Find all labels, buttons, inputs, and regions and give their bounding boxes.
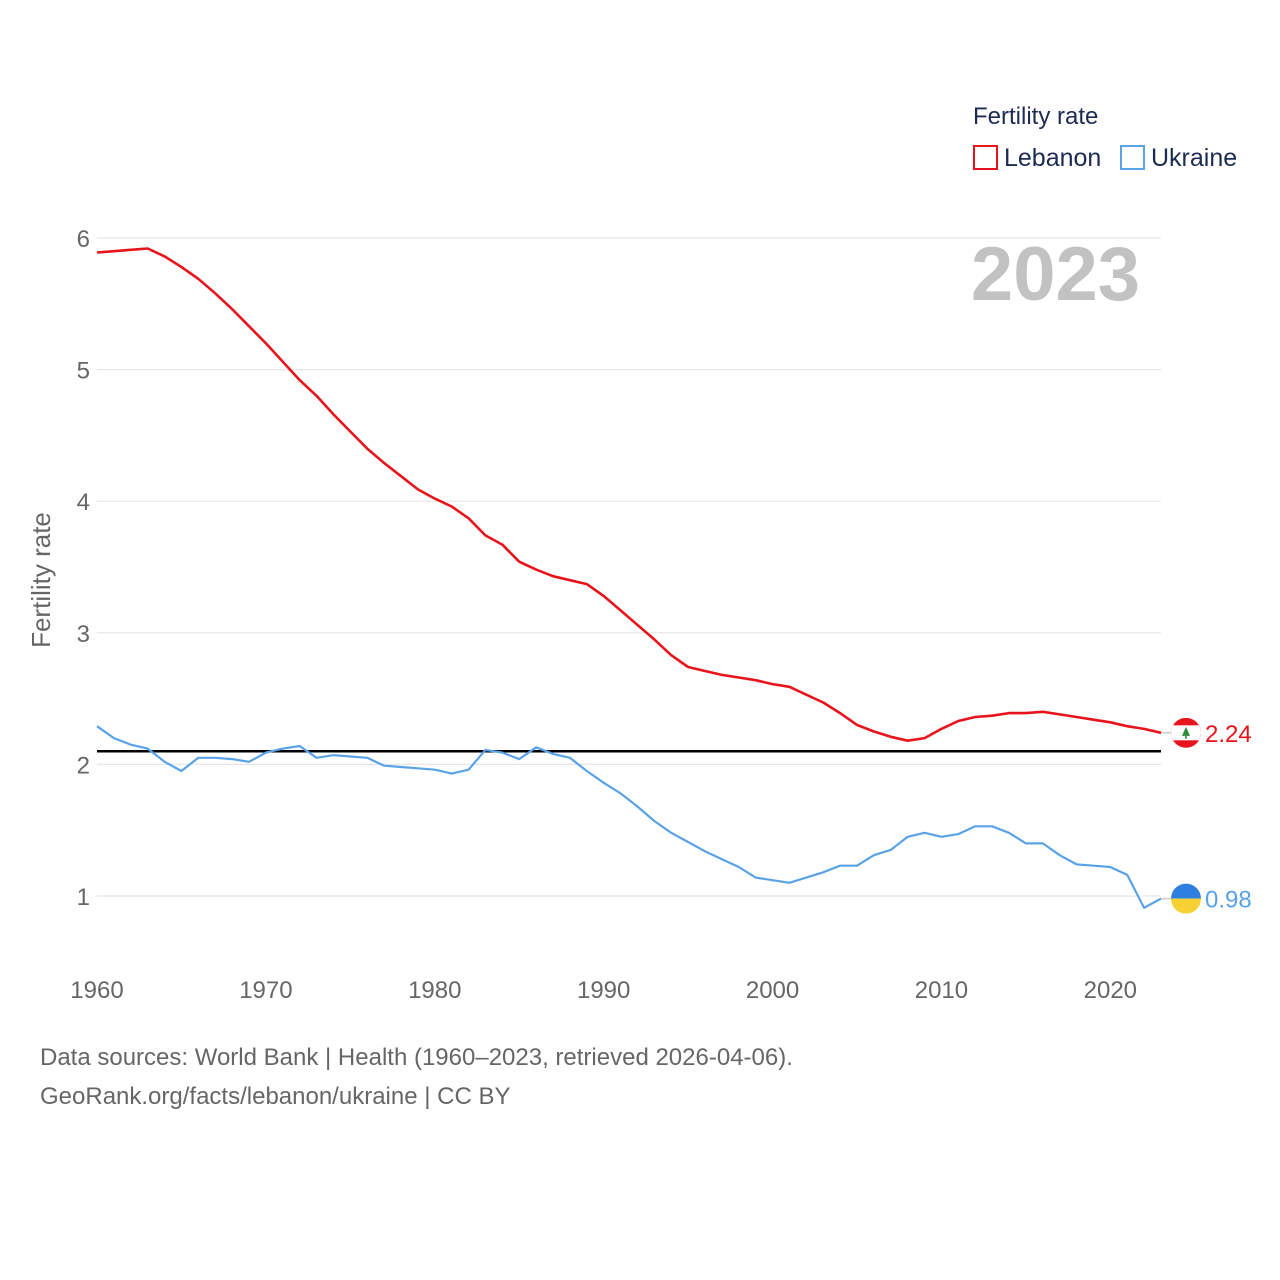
ukraine-flag-icon bbox=[1171, 883, 1201, 914]
series-line-ukraine[interactable] bbox=[96, 725, 1162, 909]
legend-label-lebanon: Lebanon bbox=[1004, 144, 1101, 172]
x-tick-label-1970: 1970 bbox=[239, 977, 292, 1004]
x-tick-label-1980: 1980 bbox=[408, 977, 461, 1004]
series-points-lebanon bbox=[93, 245, 1165, 745]
y-tick-label-5: 5 bbox=[77, 358, 90, 385]
data-source-note: Data sources: World Bank | Health (1960–… bbox=[40, 1044, 793, 1071]
y-tick-label-4: 4 bbox=[77, 489, 90, 516]
x-tick-label-2000: 2000 bbox=[746, 977, 799, 1004]
series-line-lebanon[interactable] bbox=[96, 247, 1162, 743]
series-layer bbox=[93, 245, 1165, 909]
y-tick-label-6: 6 bbox=[77, 226, 90, 253]
x-tick-label-2010: 2010 bbox=[915, 977, 968, 1004]
end-value-lebanon: 2.24 bbox=[1205, 721, 1252, 748]
legend-swatch-ukraine bbox=[1120, 145, 1145, 170]
legend: Fertility rate Lebanon Ukraine bbox=[973, 103, 1237, 172]
gridlines bbox=[97, 237, 1161, 897]
legend-item-ukraine[interactable]: Ukraine bbox=[1120, 144, 1237, 172]
y-axis-ticks: 1 2 3 4 5 6 bbox=[77, 226, 90, 911]
x-tick-label-2020: 2020 bbox=[1084, 977, 1137, 1004]
end-labels: 2.24 0.98 bbox=[1161, 717, 1252, 914]
legend-title: Fertility rate bbox=[973, 103, 1098, 130]
fertility-line-chart: 1 2 3 4 5 6 1960 1970 1980 1990 2000 2010 2020 Fert… bbox=[26, 103, 1252, 1004]
y-tick-label-1: 1 bbox=[77, 884, 90, 911]
x-tick-label-1990: 1990 bbox=[577, 977, 630, 1004]
y-tick-label-2: 2 bbox=[77, 752, 90, 779]
source-link[interactable]: GeoRank.org/facts/lebanon/ukraine | CC B… bbox=[40, 1083, 511, 1110]
legend-item-lebanon[interactable]: Lebanon bbox=[973, 144, 1101, 172]
end-value-ukraine: 0.98 bbox=[1205, 887, 1252, 914]
x-tick-label-1960: 1960 bbox=[70, 977, 123, 1004]
x-axis-ticks: 1960 1970 1980 1990 2000 2010 2020 bbox=[70, 977, 1137, 1004]
lebanon-flag-icon bbox=[1171, 717, 1201, 748]
y-axis-title: Fertility rate bbox=[26, 512, 56, 648]
legend-label-ukraine: Ukraine bbox=[1151, 144, 1237, 172]
legend-swatch-lebanon bbox=[973, 145, 998, 170]
year-label: 2023 bbox=[971, 232, 1140, 317]
y-tick-label-3: 3 bbox=[77, 621, 90, 648]
